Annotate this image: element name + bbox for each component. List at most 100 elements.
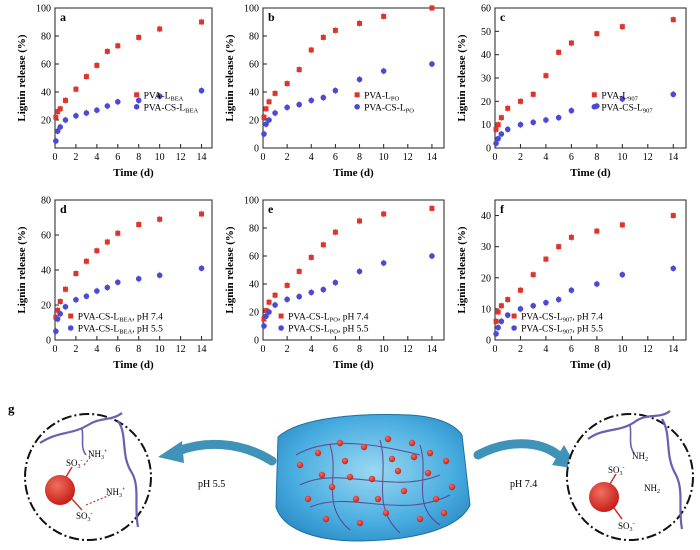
series-blue bbox=[261, 252, 435, 330]
data-point bbox=[156, 93, 163, 99]
data-point bbox=[495, 309, 501, 315]
data-point bbox=[115, 43, 121, 49]
y-tick-label: 30 bbox=[481, 242, 491, 253]
x-tick-label: 8 bbox=[357, 344, 362, 355]
panel-label: c bbox=[500, 10, 506, 24]
lignin-particle bbox=[374, 495, 382, 503]
lignin-particle bbox=[318, 471, 326, 479]
legend-label: PVA-L907 bbox=[601, 91, 638, 102]
right-amine-right: NH2 bbox=[644, 483, 660, 495]
data-point bbox=[356, 268, 363, 275]
left-sulfonate-top: SO3- bbox=[66, 458, 83, 470]
x-tick-label: 8 bbox=[594, 344, 599, 355]
x-tick-label: 6 bbox=[115, 152, 120, 163]
x-tick-label: 10 bbox=[617, 152, 627, 163]
data-point bbox=[495, 135, 501, 142]
data-point bbox=[568, 107, 575, 114]
y-tick-label: 0 bbox=[46, 336, 51, 347]
data-point bbox=[73, 271, 79, 276]
data-point bbox=[266, 117, 272, 123]
x-tick-label: 6 bbox=[569, 344, 574, 355]
data-point bbox=[263, 308, 269, 314]
data-point bbox=[272, 90, 278, 96]
legend-marker bbox=[511, 325, 517, 331]
data-point bbox=[57, 299, 63, 304]
data-point bbox=[115, 279, 121, 286]
x-tick-label: 0 bbox=[53, 344, 58, 355]
y-tick-label: 20 bbox=[41, 116, 51, 127]
x-tick-label: 6 bbox=[115, 344, 120, 355]
x-tick-label: 4 bbox=[543, 344, 548, 355]
y-tick-label: 100 bbox=[36, 4, 51, 15]
data-point bbox=[517, 121, 524, 128]
data-point bbox=[55, 109, 61, 115]
panel-label: a bbox=[60, 10, 66, 24]
data-point bbox=[619, 24, 625, 30]
x-tick-label: 10 bbox=[617, 344, 627, 355]
y-tick-label: 40 bbox=[41, 88, 51, 99]
legend-label: PVA-LPO bbox=[364, 91, 399, 102]
data-point bbox=[135, 97, 142, 104]
y-tick-label: 60 bbox=[249, 60, 259, 71]
y-tick-label: 20 bbox=[249, 116, 259, 127]
data-point bbox=[83, 258, 89, 264]
x-axis-label: Time (d) bbox=[333, 167, 374, 179]
data-point bbox=[493, 126, 499, 132]
lignin-particle bbox=[322, 515, 330, 523]
legend-label: PVA-CS-L907, pH 5.5 bbox=[521, 325, 603, 336]
right-amine-top: NH2 bbox=[632, 451, 648, 463]
x-tick-label: 14 bbox=[427, 344, 437, 355]
series-red bbox=[261, 204, 435, 323]
lignin-particle bbox=[346, 473, 354, 481]
data-point bbox=[54, 128, 61, 134]
data-point bbox=[104, 239, 110, 245]
data-point bbox=[83, 74, 89, 80]
data-point bbox=[493, 318, 499, 324]
data-point bbox=[83, 293, 90, 300]
data-point bbox=[266, 299, 272, 305]
data-point bbox=[357, 218, 363, 224]
data-point bbox=[568, 234, 574, 240]
lignin-particle bbox=[368, 475, 376, 483]
data-point bbox=[332, 279, 339, 286]
x-tick-label: 12 bbox=[176, 152, 186, 163]
series-red bbox=[261, 4, 435, 121]
data-point bbox=[284, 81, 290, 87]
series-red bbox=[53, 210, 205, 321]
data-point bbox=[104, 103, 111, 109]
lignin-particle bbox=[296, 461, 304, 469]
plot-frame bbox=[494, 199, 687, 341]
data-point bbox=[320, 94, 327, 101]
lignin-particle bbox=[440, 509, 448, 517]
data-point bbox=[594, 228, 600, 234]
data-point bbox=[57, 106, 63, 112]
y-axis-label: Lignin release (%) bbox=[16, 34, 28, 122]
legend-label: PVA-CS-LPO, pH 5.5 bbox=[288, 325, 369, 336]
data-point bbox=[261, 323, 267, 329]
lignin-particle bbox=[382, 509, 390, 517]
series-blue bbox=[53, 264, 205, 335]
plot-frame bbox=[262, 199, 445, 341]
y-tick-label: 60 bbox=[41, 231, 51, 242]
y-tick-label: 50 bbox=[481, 27, 491, 38]
legend-label: PVA-CS-LBEA bbox=[144, 103, 199, 114]
x-axis-label: Time (d) bbox=[113, 359, 154, 371]
x-tick-label: 10 bbox=[379, 152, 389, 163]
data-point bbox=[308, 254, 314, 260]
data-point bbox=[115, 99, 121, 105]
data-point bbox=[263, 313, 269, 320]
data-point bbox=[530, 302, 536, 309]
legend-label: PVA-CS-L907, pH 7.4 bbox=[521, 313, 603, 324]
data-point bbox=[115, 230, 121, 236]
data-point bbox=[320, 242, 326, 248]
y-tick-label: 60 bbox=[249, 252, 259, 263]
y-tick-label: 80 bbox=[249, 32, 259, 43]
data-point bbox=[555, 296, 562, 303]
legend-marker bbox=[133, 104, 140, 110]
lignin-particle bbox=[352, 495, 360, 503]
data-point bbox=[556, 244, 562, 250]
data-point bbox=[261, 131, 267, 137]
data-point bbox=[296, 101, 303, 108]
data-point bbox=[261, 114, 267, 120]
